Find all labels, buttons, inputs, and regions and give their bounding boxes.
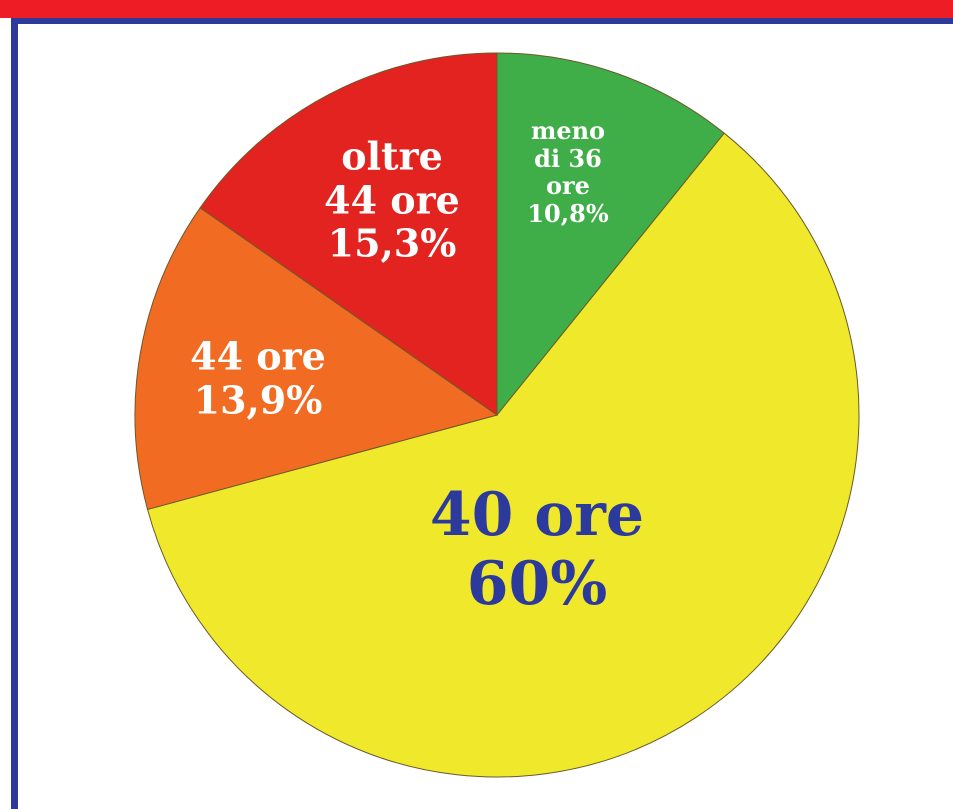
- pie-slice: [146, 132, 860, 778]
- category-label: meno di 36 ore: [530, 115, 606, 200]
- frame-left: [11, 18, 18, 809]
- slice-label: oltre 44 ore 15,3%: [317, 134, 467, 265]
- slice-label: 44 ore 13,9%: [178, 334, 338, 421]
- value-label: 10,8%: [527, 198, 609, 228]
- slice-label: 40 ore 60%: [397, 481, 677, 619]
- category-label: 44 ore: [190, 333, 326, 379]
- value-label: 60%: [466, 549, 608, 619]
- top-bar: [0, 0, 953, 18]
- value-label: 15,3%: [327, 220, 457, 266]
- frame-top: [11, 18, 953, 24]
- pie-slice: [199, 52, 498, 416]
- slice-label: meno di 36 ore 10,8%: [521, 117, 616, 227]
- value-label: 13,9%: [193, 377, 323, 422]
- pie-slice: [496, 52, 725, 417]
- category-label: 40 ore: [429, 480, 645, 550]
- category-label: oltre 44 ore: [324, 133, 460, 223]
- pie-slice: [134, 207, 499, 511]
